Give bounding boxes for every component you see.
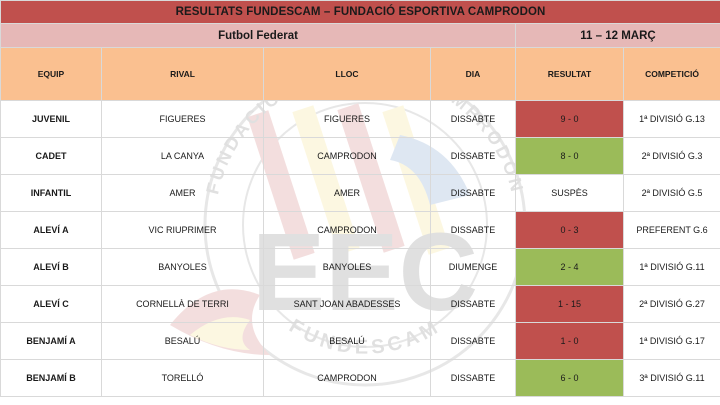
- header-resultat: RESULTAT: [515, 47, 624, 101]
- competition-cell: 1ª DIVISIÓ G.17: [622, 322, 720, 360]
- table-row: ALEVÍ B BANYOLES BANYOLES DIUMENGE 2 - 4 1ª D…: [0, 248, 720, 286]
- result-cell: 9 - 0: [515, 100, 624, 138]
- competition-cell: 2ª DIVISIÓ G.5: [622, 174, 720, 212]
- venue-cell: CAMPRODON: [263, 211, 431, 249]
- competition-cell: 3ª DIVISIÓ G.11: [622, 359, 720, 397]
- team-cell: INFANTIL: [0, 174, 102, 212]
- table-row: BENJAMÍ B TORELLÓ CAMPRODON DISSABTE 6 - 0 3ª…: [0, 359, 720, 397]
- page-title: RESULTATS FUNDESCAM – FUNDACIÓ ESPORTIVA…: [0, 0, 720, 24]
- venue-cell: FIGUERES: [263, 100, 431, 138]
- rival-cell: TORELLÓ: [101, 359, 264, 397]
- result-cell: 1 - 15: [515, 285, 624, 323]
- day-cell: DISSABTE: [430, 359, 516, 397]
- result-cell: 0 - 3: [515, 211, 624, 249]
- competition-cell: 1ª DIVISIÓ G.11: [622, 248, 720, 286]
- team-cell: BENJAMÍ B: [0, 359, 102, 397]
- team-cell: JUVENIL: [0, 100, 102, 138]
- section-title: Futbol Federat: [0, 23, 516, 48]
- team-cell: ALEVÍ A: [0, 211, 102, 249]
- result-cell: 8 - 0: [515, 137, 624, 175]
- competition-cell: 2ª DIVISIÓ G.3: [622, 137, 720, 175]
- table-row: CADET LA CANYA CAMPRODON DISSABTE 8 - 0 2ª DI…: [0, 137, 720, 175]
- day-cell: DISSABTE: [430, 211, 516, 249]
- team-cell: BENJAMÍ A: [0, 322, 102, 360]
- header-dia: DIA: [430, 47, 516, 101]
- table-row: ALEVÍ C CORNELLÀ DE TERRI SANT JOAN ABADES…: [0, 285, 720, 323]
- day-cell: DISSABTE: [430, 322, 516, 360]
- result-cell: 6 - 0: [515, 359, 624, 397]
- day-cell: DISSABTE: [430, 285, 516, 323]
- competition-cell: 2ª DIVISIÓ G.27: [622, 285, 720, 323]
- header-rival: RIVAL: [101, 47, 264, 101]
- competition-cell: PREFERENT G.6: [622, 211, 720, 249]
- venue-cell: BESALÚ: [263, 322, 431, 360]
- venue-cell: CAMPRODON: [263, 359, 431, 397]
- result-cell: 2 - 4: [515, 248, 624, 286]
- table-row: INFANTIL AMER AMER DISSABTE SUSPÈS 2ª DIVISIÓ…: [0, 174, 720, 212]
- result-cell: 1 - 0: [515, 322, 624, 360]
- date-range: 11 – 12 MARÇ: [514, 23, 720, 48]
- table-row: ALEVÍ A VIC RIUPRIMER CAMPRODON DISSABTE 0 -…: [0, 211, 720, 249]
- team-cell: CADET: [0, 137, 102, 175]
- rival-cell: CORNELLÀ DE TERRI: [101, 285, 264, 323]
- rival-cell: VIC RIUPRIMER: [101, 211, 264, 249]
- venue-cell: AMER: [263, 174, 431, 212]
- day-cell: DISSABTE: [430, 137, 516, 175]
- day-cell: DIUMENGE: [430, 248, 516, 286]
- rival-cell: AMER: [101, 174, 264, 212]
- table-row: JUVENIL FIGUERES FIGUERES DISSABTE 9 - 0 1ª D…: [0, 100, 720, 138]
- table-row: BENJAMÍ A BESALÚ BESALÚ DISSABTE 1 - 0 1ª DIV…: [0, 322, 720, 360]
- header-lloc: LLOC: [263, 47, 431, 101]
- rival-cell: BANYOLES: [101, 248, 264, 286]
- header-equip: EQUIP: [0, 47, 102, 101]
- header-competicio: COMPETICIÓ: [622, 47, 720, 101]
- venue-cell: BANYOLES: [263, 248, 431, 286]
- venue-cell: CAMPRODON: [263, 137, 431, 175]
- day-cell: DISSABTE: [430, 174, 516, 212]
- venue-cell: SANT JOAN ABADESSES: [263, 285, 431, 323]
- day-cell: DISSABTE: [430, 100, 516, 138]
- rival-cell: FIGUERES: [101, 100, 264, 138]
- result-cell: SUSPÈS: [515, 174, 624, 212]
- rival-cell: BESALÚ: [101, 322, 264, 360]
- team-cell: ALEVÍ B: [0, 248, 102, 286]
- team-cell: ALEVÍ C: [0, 285, 102, 323]
- rival-cell: LA CANYA: [101, 137, 264, 175]
- competition-cell: 1ª DIVISIÓ G.13: [622, 100, 720, 138]
